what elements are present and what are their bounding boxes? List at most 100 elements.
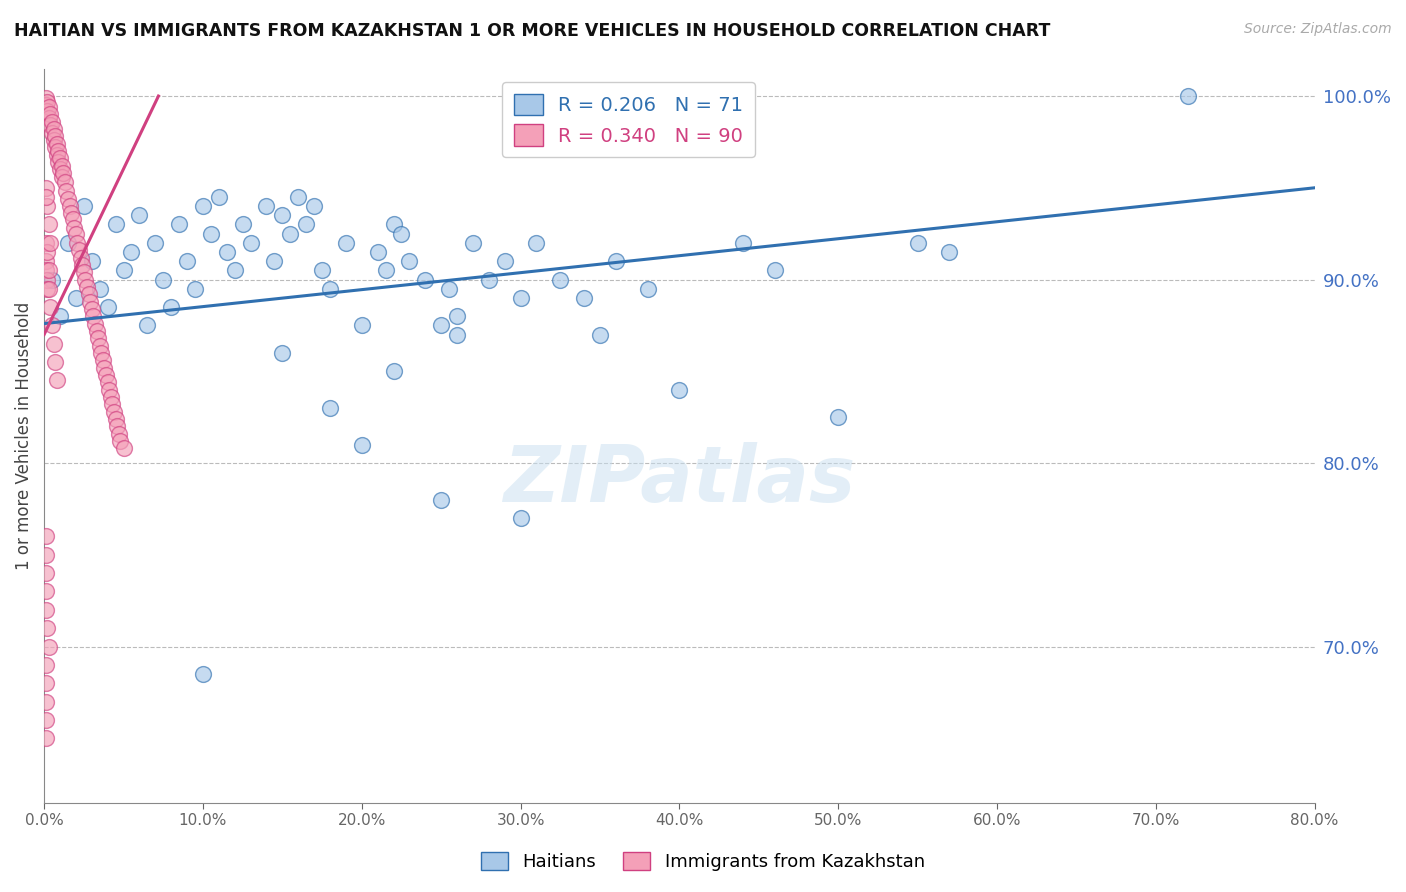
Haitians: [413, 272, 436, 286]
Immigrants from Kazakhstan: [73, 265, 96, 279]
Haitians: [167, 218, 190, 232]
Immigrants from Kazakhstan: [48, 144, 70, 158]
Immigrants from Kazakhstan: [41, 126, 63, 140]
Immigrants from Kazakhstan: [55, 185, 77, 199]
Haitians: [176, 254, 198, 268]
Immigrants from Kazakhstan: [44, 140, 66, 154]
Haitians: [184, 282, 207, 296]
Haitians: [89, 282, 111, 296]
Haitians: [827, 410, 849, 425]
Immigrants from Kazakhstan: [35, 713, 58, 727]
Haitians: [191, 199, 214, 213]
Immigrants from Kazakhstan: [49, 162, 72, 177]
Immigrants from Kazakhstan: [44, 129, 66, 144]
Immigrants from Kazakhstan: [41, 318, 63, 333]
Immigrants from Kazakhstan: [35, 98, 58, 112]
Immigrants from Kazakhstan: [39, 300, 62, 314]
Haitians: [907, 235, 929, 250]
Haitians: [938, 245, 960, 260]
Haitians: [302, 199, 325, 213]
Immigrants from Kazakhstan: [112, 442, 135, 456]
Haitians: [446, 310, 468, 324]
Immigrants from Kazakhstan: [35, 548, 58, 562]
Immigrants from Kazakhstan: [37, 245, 59, 260]
Haitians: [763, 263, 786, 277]
Text: HAITIAN VS IMMIGRANTS FROM KAZAKHSTAN 1 OR MORE VEHICLES IN HOUSEHOLD CORRELATIO: HAITIAN VS IMMIGRANTS FROM KAZAKHSTAN 1 …: [14, 22, 1050, 40]
Immigrants from Kazakhstan: [35, 190, 58, 204]
Immigrants from Kazakhstan: [107, 426, 129, 441]
Immigrants from Kazakhstan: [69, 251, 91, 265]
Haitians: [104, 218, 127, 232]
Immigrants from Kazakhstan: [97, 376, 120, 390]
Immigrants from Kazakhstan: [37, 103, 59, 118]
Immigrants from Kazakhstan: [35, 235, 58, 250]
Haitians: [41, 272, 63, 286]
Immigrants from Kazakhstan: [86, 324, 108, 338]
Immigrants from Kazakhstan: [38, 111, 60, 125]
Haitians: [65, 291, 87, 305]
Haitians: [80, 254, 103, 268]
Immigrants from Kazakhstan: [42, 122, 65, 136]
Haitians: [382, 364, 405, 378]
Immigrants from Kazakhstan: [91, 353, 114, 368]
Haitians: [350, 438, 373, 452]
Haitians: [256, 199, 278, 213]
Immigrants from Kazakhstan: [37, 621, 59, 635]
Haitians: [136, 318, 159, 333]
Haitians: [287, 190, 309, 204]
Immigrants from Kazakhstan: [60, 206, 83, 220]
Haitians: [446, 327, 468, 342]
Haitians: [367, 245, 389, 260]
Immigrants from Kazakhstan: [35, 657, 58, 672]
Haitians: [319, 282, 342, 296]
Haitians: [605, 254, 627, 268]
Immigrants from Kazakhstan: [76, 280, 98, 294]
Haitians: [49, 310, 72, 324]
Haitians: [430, 492, 453, 507]
Immigrants from Kazakhstan: [93, 360, 115, 375]
Haitians: [200, 227, 222, 241]
Immigrants from Kazakhstan: [37, 282, 59, 296]
Haitians: [731, 235, 754, 250]
Haitians: [548, 272, 571, 286]
Immigrants from Kazakhstan: [48, 155, 70, 169]
Immigrants from Kazakhstan: [77, 287, 100, 301]
Haitians: [509, 511, 531, 525]
Legend: Haitians, Immigrants from Kazakhstan: Haitians, Immigrants from Kazakhstan: [474, 845, 932, 879]
Immigrants from Kazakhstan: [63, 221, 86, 235]
Haitians: [494, 254, 516, 268]
Immigrants from Kazakhstan: [38, 100, 60, 114]
Immigrants from Kazakhstan: [98, 383, 121, 397]
Immigrants from Kazakhstan: [41, 114, 63, 128]
Haitians: [208, 190, 231, 204]
Text: ZIPatlas: ZIPatlas: [503, 442, 855, 517]
Haitians: [526, 235, 548, 250]
Immigrants from Kazakhstan: [79, 294, 101, 309]
Immigrants from Kazakhstan: [39, 107, 62, 121]
Immigrants from Kazakhstan: [42, 133, 65, 147]
Immigrants from Kazakhstan: [39, 235, 62, 250]
Immigrants from Kazakhstan: [35, 566, 58, 581]
Immigrants from Kazakhstan: [58, 199, 80, 213]
Haitians: [152, 272, 174, 286]
Immigrants from Kazakhstan: [45, 148, 67, 162]
Immigrants from Kazakhstan: [75, 272, 97, 286]
Immigrants from Kazakhstan: [89, 338, 111, 352]
Haitians: [668, 383, 690, 397]
Haitians: [1177, 89, 1199, 103]
Legend: R = 0.206   N = 71, R = 0.340   N = 90: R = 0.206 N = 71, R = 0.340 N = 90: [502, 82, 755, 157]
Haitians: [112, 263, 135, 277]
Haitians: [121, 245, 143, 260]
Haitians: [263, 254, 285, 268]
Haitians: [589, 327, 612, 342]
Immigrants from Kazakhstan: [87, 331, 110, 345]
Immigrants from Kazakhstan: [35, 529, 58, 543]
Haitians: [391, 227, 413, 241]
Immigrants from Kazakhstan: [104, 412, 127, 426]
Haitians: [271, 208, 294, 222]
Immigrants from Kazakhstan: [80, 301, 103, 316]
Haitians: [319, 401, 342, 415]
Haitians: [335, 235, 357, 250]
Haitians: [224, 263, 246, 277]
Immigrants from Kazakhstan: [65, 227, 87, 241]
